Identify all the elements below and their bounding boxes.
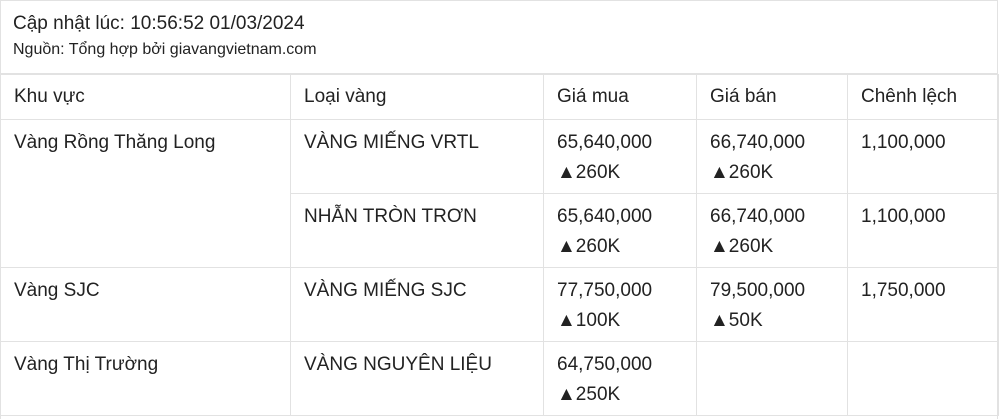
buy-cell: 77,750,000 ▲100K [543,267,697,342]
region-name: Vàng Rồng Thăng Long [14,132,216,153]
buy-cell: 64,750,000 ▲250K [543,341,697,416]
sell-cell [696,341,848,416]
column-header-region: Khu vực [0,74,291,120]
sell-price: 66,740,000 [710,206,806,227]
diff-cell: 1,100,000 [847,119,999,194]
region-name: Vàng SJC [14,280,100,301]
sell-change: ▲260K [710,236,774,257]
type-cell: NHẪN TRÒN TRƠN [290,193,544,268]
region-name: Vàng Thị Trường [14,354,159,375]
sell-change: ▲50K [710,310,763,331]
type-cell: VÀNG MIẾNG VRTL [290,119,544,194]
buy-change: ▲100K [557,310,621,331]
buy-price: 77,750,000 [557,280,653,301]
buy-price: 65,640,000 [557,132,653,153]
buy-cell: 65,640,000 ▲260K [543,119,697,194]
header: Cập nhật lúc: 10:56:52 01/03/2024 Nguồn:… [1,1,997,74]
sell-change: ▲260K [710,162,774,183]
buy-price: 65,640,000 [557,206,653,227]
diff-cell: 1,750,000 [847,267,999,342]
region-cell: Vàng Thị Trường [0,341,291,416]
updated-timestamp: Cập nhật lúc: 10:56:52 01/03/2024 [13,13,305,34]
sell-cell: 66,740,000 ▲260K [696,119,848,194]
table-header-row: Khu vực Loại vàng Giá mua Giá bán Chênh … [0,74,999,120]
buy-price: 64,750,000 [557,354,653,375]
sell-price [710,350,847,380]
table-row: Vàng SJC VÀNG MIẾNG SJC 77,750,000 ▲100K … [0,267,999,342]
sell-cell: 79,500,000 ▲50K [696,267,848,342]
gold-type: NHẪN TRÒN TRƠN [304,206,477,227]
buy-change: ▲260K [557,236,621,257]
column-header-type: Loại vàng [290,74,544,120]
region-cell: Vàng Rồng Thăng Long [0,119,291,268]
price-difference: 1,100,000 [861,206,946,227]
diff-cell [847,341,999,416]
price-difference: 1,750,000 [861,280,946,301]
diff-cell: 1,100,000 [847,193,999,268]
price-difference [861,350,998,380]
gold-price-table: Khu vực Loại vàng Giá mua Giá bán Chênh … [0,74,999,416]
sell-change [710,380,847,410]
gold-type: VÀNG MIẾNG VRTL [304,132,479,153]
table-row: Vàng Thị Trường VÀNG NGUYÊN LIỆU 64,750,… [0,341,999,416]
column-header-diff: Chênh lệch [847,74,999,120]
region-cell: Vàng SJC [0,267,291,342]
column-header-buy: Giá mua [543,74,697,120]
price-difference: 1,100,000 [861,132,946,153]
buy-cell: 65,640,000 ▲260K [543,193,697,268]
table-row: NHẪN TRÒN TRƠN 65,640,000 ▲260K 66,740,00… [1,193,999,268]
source-note: Nguồn: Tổng hợp bởi giavangvietnam.com [13,41,317,58]
type-cell: VÀNG MIẾNG SJC [290,267,544,342]
buy-change: ▲260K [557,162,621,183]
gold-type: VÀNG NGUYÊN LIỆU [304,354,492,375]
column-header-sell: Giá bán [696,74,848,120]
buy-change: ▲250K [557,384,621,405]
sell-cell: 66,740,000 ▲260K [696,193,848,268]
gold-type: VÀNG MIẾNG SJC [304,280,467,301]
type-cell: VÀNG NGUYÊN LIỆU [290,341,544,416]
sell-price: 79,500,000 [710,280,806,301]
sell-price: 66,740,000 [710,132,806,153]
table-row: Vàng Rồng Thăng Long VÀNG MIẾNG VRTL 65,… [0,119,999,268]
